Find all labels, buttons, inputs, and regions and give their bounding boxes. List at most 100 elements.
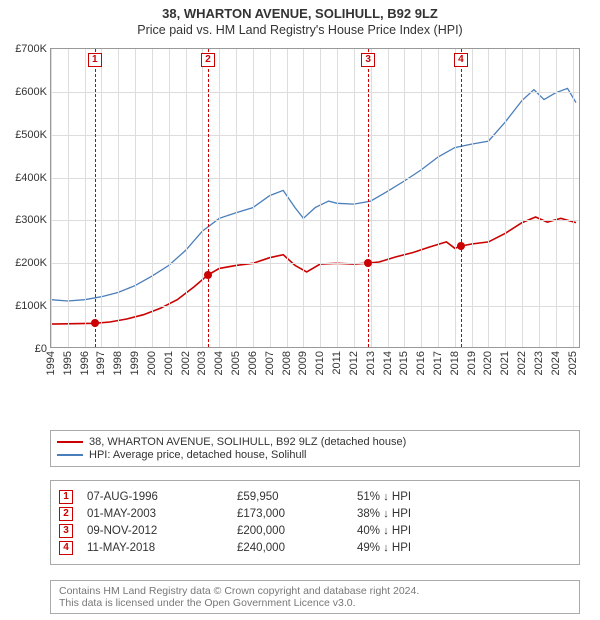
chart-title-block: 38, WHARTON AVENUE, SOLIHULL, B92 9LZ Pr…: [0, 0, 600, 39]
x-axis-label: 2009: [297, 351, 309, 375]
sale-index: 1: [59, 490, 73, 504]
x-axis-label: 2015: [398, 351, 410, 375]
x-axis-label: 2001: [163, 351, 175, 375]
x-axis-label: 2000: [146, 351, 158, 375]
gridline-v: [472, 49, 473, 347]
sale-index: 3: [59, 524, 73, 538]
x-axis-label: 2002: [180, 351, 192, 375]
gridline-v: [253, 49, 254, 347]
chart-title-address: 38, WHARTON AVENUE, SOLIHULL, B92 9LZ: [0, 6, 600, 21]
gridline-h: [51, 178, 579, 179]
x-axis-label: 2011: [331, 351, 343, 375]
sales-table: 107-AUG-1996£59,95051% ↓ HPI201-MAY-2003…: [50, 480, 580, 565]
gridline-v: [320, 49, 321, 347]
chart: £0£100K£200K£300K£400K£500K£600K£700K199…: [50, 48, 580, 388]
sale-diff: 49% ↓ HPI: [357, 542, 477, 554]
y-axis-label: £500K: [15, 129, 47, 141]
sale-price: £240,000: [237, 542, 357, 554]
gridline-v: [573, 49, 574, 347]
gridline-v: [354, 49, 355, 347]
gridline-v: [455, 49, 456, 347]
sale-diff: 38% ↓ HPI: [357, 508, 477, 520]
legend-label-hpi: HPI: Average price, detached house, Soli…: [89, 449, 307, 461]
gridline-v: [421, 49, 422, 347]
gridline-v: [135, 49, 136, 347]
sale-marker-3: 3: [361, 53, 375, 67]
sale-price: £200,000: [237, 525, 357, 537]
gridline-v: [219, 49, 220, 347]
gridline-v: [522, 49, 523, 347]
gridline-v: [202, 49, 203, 347]
x-axis-label: 1998: [112, 351, 124, 375]
gridline-v: [51, 49, 52, 347]
sale-dot-4: [457, 242, 465, 250]
sale-price: £173,000: [237, 508, 357, 520]
x-axis-label: 2024: [550, 351, 562, 375]
sale-row: 201-MAY-2003£173,00038% ↓ HPI: [59, 507, 571, 521]
series-svg: [51, 49, 581, 349]
legend-swatch-property: [57, 441, 83, 443]
footer: Contains HM Land Registry data © Crown c…: [50, 580, 580, 614]
series-property: [51, 217, 576, 324]
x-axis-label: 2022: [516, 351, 528, 375]
sale-marker-2: 2: [201, 53, 215, 67]
y-axis-label: £600K: [15, 86, 47, 98]
gridline-v: [287, 49, 288, 347]
y-axis-label: £700K: [15, 43, 47, 55]
gridline-h: [51, 92, 579, 93]
x-axis-label: 2008: [281, 351, 293, 375]
sale-diff: 51% ↓ HPI: [357, 491, 477, 503]
x-axis-label: 1999: [129, 351, 141, 375]
sale-dot-2: [204, 271, 212, 279]
sale-row: 309-NOV-2012£200,00040% ↓ HPI: [59, 524, 571, 538]
gridline-v: [388, 49, 389, 347]
x-axis-label: 2019: [466, 351, 478, 375]
sale-marker-1: 1: [88, 53, 102, 67]
sale-vline: [461, 49, 462, 347]
gridline-h: [51, 220, 579, 221]
gridline-v: [85, 49, 86, 347]
sale-dot-3: [364, 259, 372, 267]
sale-marker-4: 4: [454, 53, 468, 67]
x-axis-label: 2003: [196, 351, 208, 375]
gridline-v: [270, 49, 271, 347]
sale-dot-1: [91, 319, 99, 327]
gridline-h: [51, 306, 579, 307]
gridline-v: [539, 49, 540, 347]
legend: 38, WHARTON AVENUE, SOLIHULL, B92 9LZ (d…: [50, 430, 580, 467]
x-axis-label: 1997: [95, 351, 107, 375]
gridline-v: [488, 49, 489, 347]
gridline-v: [438, 49, 439, 347]
gridline-h: [51, 263, 579, 264]
y-axis-label: £200K: [15, 257, 47, 269]
gridline-v: [337, 49, 338, 347]
legend-label-property: 38, WHARTON AVENUE, SOLIHULL, B92 9LZ (d…: [89, 436, 406, 448]
footer-line1: Contains HM Land Registry data © Crown c…: [59, 585, 571, 597]
gridline-v: [371, 49, 372, 347]
gridline-v: [556, 49, 557, 347]
x-axis-label: 2010: [314, 351, 326, 375]
x-axis-label: 2007: [264, 351, 276, 375]
x-axis-label: 2014: [382, 351, 394, 375]
gridline-v: [505, 49, 506, 347]
sale-row: 107-AUG-1996£59,95051% ↓ HPI: [59, 490, 571, 504]
gridline-v: [186, 49, 187, 347]
x-axis-label: 1994: [45, 351, 57, 375]
gridline-v: [118, 49, 119, 347]
x-axis-label: 2013: [365, 351, 377, 375]
gridline-v: [101, 49, 102, 347]
gridline-v: [236, 49, 237, 347]
x-axis-label: 2025: [567, 351, 579, 375]
y-axis-label: £300K: [15, 214, 47, 226]
footer-line2: This data is licensed under the Open Gov…: [59, 597, 571, 609]
gridline-h: [51, 135, 579, 136]
y-axis-label: £400K: [15, 172, 47, 184]
x-axis-label: 1996: [79, 351, 91, 375]
sale-vline: [208, 49, 209, 347]
legend-item-hpi: HPI: Average price, detached house, Soli…: [57, 449, 573, 461]
sale-index: 4: [59, 541, 73, 555]
y-axis-label: £100K: [15, 300, 47, 312]
gridline-v: [404, 49, 405, 347]
sale-date: 07-AUG-1996: [87, 491, 237, 503]
x-axis-label: 2018: [449, 351, 461, 375]
